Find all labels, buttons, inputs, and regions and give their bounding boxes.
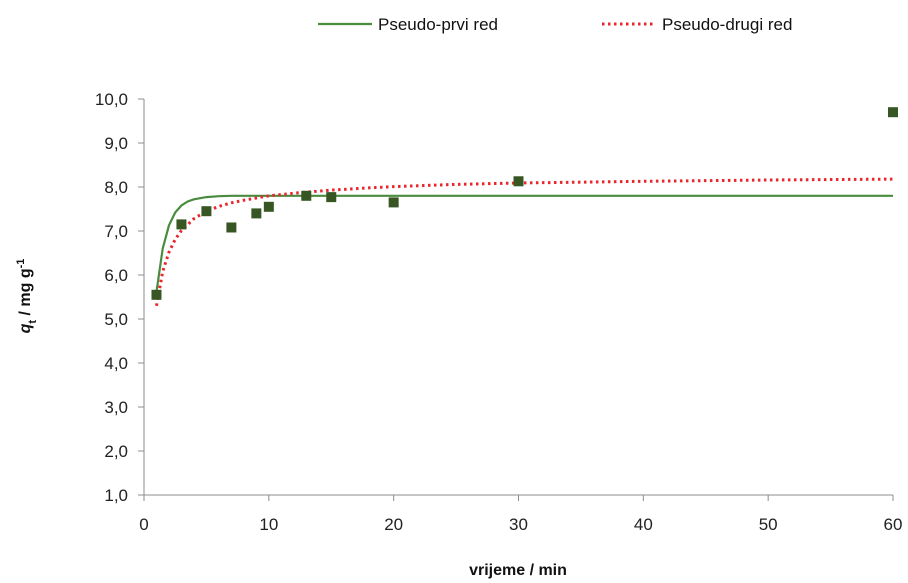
y-tick-label: 1,0 [104,486,128,505]
x-tick-label: 40 [634,515,653,534]
data-point [263,201,274,212]
x-tick-label: 0 [139,515,148,534]
data-point [251,208,262,219]
y-tick-label: 6,0 [104,266,128,285]
x-tick-label: 20 [384,515,403,534]
x-tick-label: 10 [259,515,278,534]
y-axis-title-sup: -1 [15,259,27,269]
data-point [201,206,212,217]
data-point [226,222,237,233]
data-point [176,219,187,230]
data-point [388,197,399,208]
x-tick-label: 30 [509,515,528,534]
y-tick-label: 4,0 [104,354,128,373]
y-tick-label: 9,0 [104,134,128,153]
data-point [888,107,898,118]
y-axis-title-q: q [17,323,34,333]
legend: Pseudo-prvi red Pseudo-drugi red [318,15,792,34]
legend-label: Pseudo-prvi red [378,15,498,34]
series-layer [155,177,894,307]
y-tick-label: 5,0 [104,310,128,329]
y-tick-label: 8,0 [104,178,128,197]
points-layer [151,107,898,300]
y-tick-label: 2,0 [104,442,128,461]
x-tick-label: 60 [884,515,903,534]
series-line [155,177,894,307]
x-axis-title: vrijeme / min [469,562,567,579]
series-line [155,194,893,292]
y-tick-label: 7,0 [104,222,128,241]
data-point [151,289,162,300]
axes: 1,0 2,0 3,0 4,0 5,0 6,0 7,0 8,0 9,0 10,0 0 10 20 30 40… [95,90,903,534]
data-point [513,176,524,187]
x-tick-label: 50 [759,515,778,534]
y-axis-title: qt / mg g-1 [15,259,39,334]
y-tick-label: 3,0 [104,398,128,417]
y-axis-title-sub: t [27,320,39,324]
y-axis-title-rest: / mg g [17,268,34,320]
data-point [301,190,312,201]
y-tick-label: 10,0 [95,90,128,109]
legend-label: Pseudo-drugi red [662,15,792,34]
data-point [326,192,337,203]
